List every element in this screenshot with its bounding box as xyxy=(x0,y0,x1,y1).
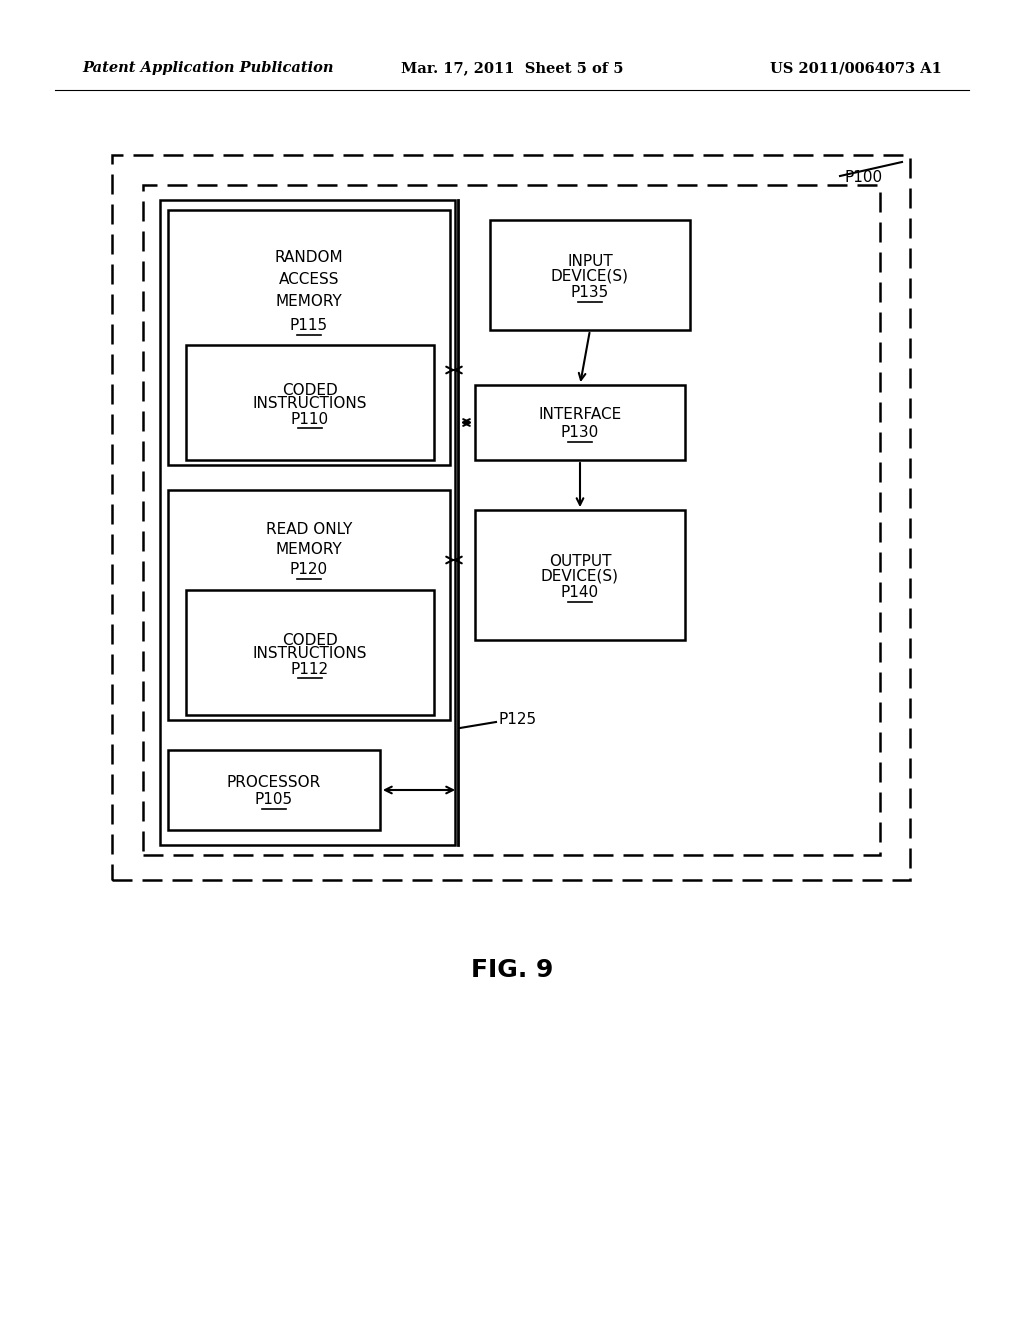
Text: DEVICE(S): DEVICE(S) xyxy=(541,569,618,583)
Text: INPUT: INPUT xyxy=(567,255,613,269)
Bar xyxy=(490,220,690,330)
Bar xyxy=(160,201,455,845)
Text: INSTRUCTIONS: INSTRUCTIONS xyxy=(253,645,368,661)
Text: PROCESSOR: PROCESSOR xyxy=(227,775,322,789)
Bar xyxy=(475,385,685,459)
Text: P112: P112 xyxy=(291,661,329,676)
Text: P130: P130 xyxy=(561,425,599,440)
Text: P135: P135 xyxy=(570,285,609,300)
Text: P105: P105 xyxy=(255,792,293,808)
Text: CODED: CODED xyxy=(283,632,338,648)
Text: INSTRUCTIONS: INSTRUCTIONS xyxy=(253,396,368,411)
Text: US 2011/0064073 A1: US 2011/0064073 A1 xyxy=(770,61,942,75)
Text: P120: P120 xyxy=(290,562,328,577)
Text: FIG. 9: FIG. 9 xyxy=(471,958,553,982)
Text: READ ONLY: READ ONLY xyxy=(266,523,352,537)
Bar xyxy=(168,490,450,719)
Text: P110: P110 xyxy=(291,412,329,426)
Text: P115: P115 xyxy=(290,318,328,333)
Text: MEMORY: MEMORY xyxy=(275,293,342,309)
Text: ACCESS: ACCESS xyxy=(279,272,339,286)
Text: OUTPUT: OUTPUT xyxy=(549,554,611,569)
Text: RANDOM: RANDOM xyxy=(274,249,343,264)
Text: P140: P140 xyxy=(561,585,599,601)
Text: CODED: CODED xyxy=(283,383,338,397)
Bar xyxy=(112,154,910,880)
Bar xyxy=(143,185,880,855)
Text: P125: P125 xyxy=(498,713,537,727)
Bar xyxy=(475,510,685,640)
Text: MEMORY: MEMORY xyxy=(275,543,342,557)
Text: DEVICE(S): DEVICE(S) xyxy=(551,268,629,284)
Text: Mar. 17, 2011  Sheet 5 of 5: Mar. 17, 2011 Sheet 5 of 5 xyxy=(400,61,624,75)
Bar xyxy=(168,750,380,830)
Bar xyxy=(168,210,450,465)
Bar xyxy=(186,590,434,715)
Text: P100: P100 xyxy=(845,170,883,186)
Text: Patent Application Publication: Patent Application Publication xyxy=(82,61,334,75)
Bar xyxy=(186,345,434,459)
Text: INTERFACE: INTERFACE xyxy=(539,408,622,422)
